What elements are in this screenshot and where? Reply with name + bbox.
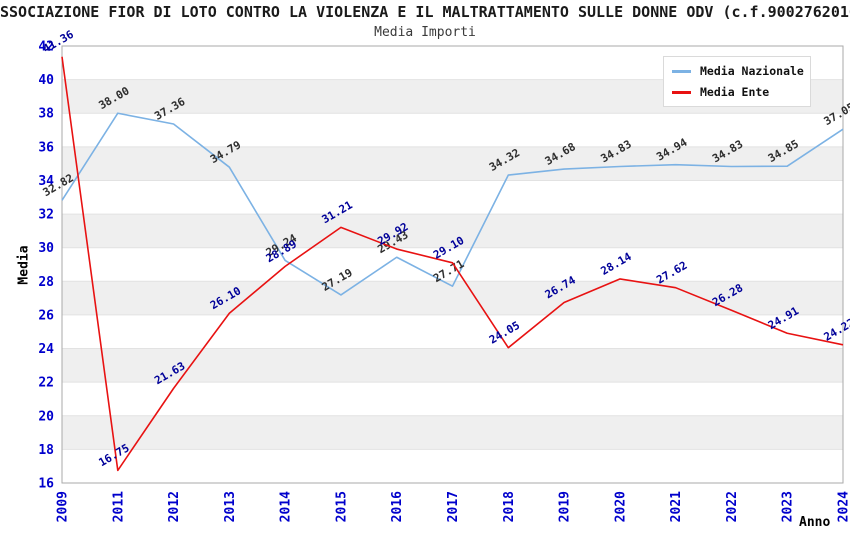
x-tick-label: 2018 (502, 491, 517, 522)
chart-subtitle: Media Importi (374, 25, 476, 40)
x-tick-label: 2023 (781, 491, 796, 522)
x-axis-title: Anno (799, 515, 831, 530)
x-tick-label: 2011 (111, 491, 126, 522)
legend: Media Nazionale Media Ente (663, 56, 811, 107)
x-tick-label: 2017 (446, 491, 461, 522)
x-tick-label: 2019 (558, 491, 573, 522)
legend-label-media-nazionale: Media Nazionale (700, 64, 804, 78)
y-tick-label: 24 (38, 342, 54, 357)
x-tick-label: 2020 (613, 491, 628, 522)
legend-line-marker-blue (672, 69, 691, 73)
y-tick-label: 26 (38, 308, 54, 323)
y-tick-label: 32 (38, 208, 54, 223)
series-line-media-nazionale (61, 112, 844, 296)
series-line-media-ente (61, 56, 844, 472)
x-tick-label: 2022 (725, 491, 740, 522)
y-tick-label: 22 (38, 376, 54, 391)
plot-border (61, 45, 844, 484)
data-label: 24.22 (822, 316, 850, 344)
y-tick-label: 36 (38, 140, 54, 155)
data-label: 28.14 (599, 250, 635, 278)
legend-item-media-ente: Media Ente (672, 85, 802, 99)
y-tick-labels: 16 18 20 22 24 26 28 30 32 34 36 38 40 42 (38, 40, 54, 492)
y-tick-label: 30 (38, 241, 54, 256)
y-tick-label: 34 (38, 174, 54, 189)
x-tick-label: 2024 (837, 491, 850, 522)
legend-item-media-nazionale: Media Nazionale (672, 64, 804, 78)
x-tick-label: 2009 (56, 491, 71, 522)
y-axis-title: Media (16, 245, 32, 285)
x-tick-label: 2012 (167, 491, 182, 522)
y-tick-label: 20 (38, 409, 54, 424)
y-tick-label: 38 (38, 107, 54, 122)
legend-line-marker-red (672, 90, 691, 94)
y-tick-label: 16 (38, 477, 54, 492)
chart-title: SSOCIAZIONE FIOR DI LOTO CONTRO LA VIOLE… (0, 3, 850, 21)
x-tick-label: 2021 (669, 491, 684, 522)
y-tick-label: 18 (38, 443, 54, 458)
data-label: 41.36 (41, 28, 77, 56)
grid-bands (62, 79, 843, 450)
y-tick-label: 40 (38, 73, 54, 88)
y-tick-label: 42 (38, 40, 54, 55)
legend-label-media-ente: Media Ente (700, 85, 770, 99)
y-tick-label: 28 (38, 275, 54, 290)
x-tick-label: 2013 (223, 491, 238, 522)
x-tick-label: 2016 (390, 491, 405, 522)
x-tick-labels: 2009 2011 2012 2013 2014 2015 2016 2017 2018 2019… (56, 491, 850, 522)
x-tick-label: 2014 (279, 491, 294, 522)
x-tick-label: 2015 (334, 491, 349, 522)
